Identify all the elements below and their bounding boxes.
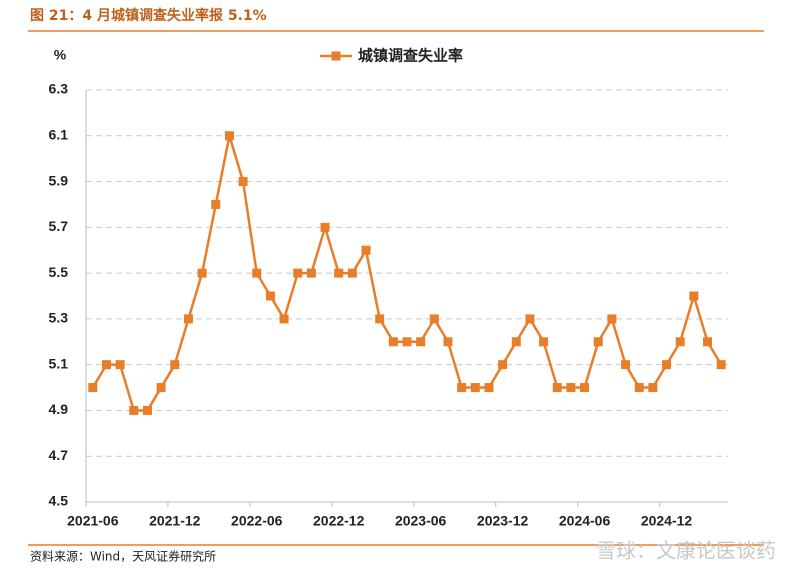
x-tick-label: 2023-06	[395, 513, 447, 529]
point	[607, 314, 617, 324]
point	[388, 337, 398, 347]
point	[156, 383, 166, 393]
point	[115, 360, 125, 370]
point	[498, 360, 508, 370]
y-unit: %	[54, 47, 67, 63]
x-tick-label: 2024-12	[641, 513, 693, 529]
point	[416, 337, 426, 347]
point	[634, 383, 644, 393]
point	[252, 268, 262, 278]
x-tick-label: 2024-06	[559, 513, 611, 529]
point	[279, 314, 289, 324]
y-tick-label: 4.9	[49, 401, 69, 417]
point	[689, 291, 699, 301]
y-tick-label: 4.5	[49, 493, 69, 509]
point	[443, 337, 453, 347]
x-tick-label: 2022-12	[313, 513, 365, 529]
y-tick-label: 4.7	[49, 447, 69, 463]
point	[101, 360, 111, 370]
y-tick-label: 5.9	[49, 172, 69, 188]
point	[211, 199, 221, 209]
point	[320, 222, 330, 232]
y-tick-label: 5.5	[49, 264, 69, 280]
point	[662, 360, 672, 370]
point	[593, 337, 603, 347]
point	[580, 383, 590, 393]
point	[648, 383, 658, 393]
point	[361, 245, 371, 255]
y-tick-label: 6.1	[49, 126, 69, 142]
point	[703, 337, 713, 347]
y-tick-label: 6.3	[49, 81, 69, 97]
point	[457, 383, 467, 393]
x-tick-label: 2021-06	[67, 513, 119, 529]
y-tick-label: 5.1	[49, 355, 69, 371]
y-tick-label: 5.3	[49, 310, 69, 326]
point	[566, 383, 576, 393]
watermark: 雪球：文康论医谈药	[596, 539, 776, 563]
point	[293, 268, 303, 278]
point	[716, 360, 726, 370]
point	[129, 405, 139, 415]
x-tick-label: 2021-12	[149, 513, 201, 529]
point	[306, 268, 316, 278]
x-tick-label: 2022-06	[231, 513, 283, 529]
point	[402, 337, 412, 347]
legend-marker	[331, 51, 341, 61]
point	[511, 337, 521, 347]
source: 资料来源：Wind，天风证券研究所	[30, 549, 216, 564]
point	[197, 268, 207, 278]
point	[88, 383, 98, 393]
chart-title: 图 21：4 月城镇调查失业率报 5.1%	[30, 7, 267, 24]
point	[238, 177, 248, 187]
point	[525, 314, 535, 324]
point	[484, 383, 494, 393]
point	[170, 360, 180, 370]
point	[375, 314, 385, 324]
point	[552, 383, 562, 393]
point	[265, 291, 275, 301]
legend-label: 城镇调查失业率	[358, 47, 463, 65]
x-tick-label: 2023-12	[477, 513, 529, 529]
point	[224, 131, 234, 141]
y-tick-label: 5.7	[49, 218, 69, 234]
point	[429, 314, 439, 324]
point	[470, 383, 480, 393]
point	[621, 360, 631, 370]
point	[539, 337, 549, 347]
point	[142, 405, 152, 415]
point	[675, 337, 685, 347]
point	[334, 268, 344, 278]
point	[347, 268, 357, 278]
point	[183, 314, 193, 324]
